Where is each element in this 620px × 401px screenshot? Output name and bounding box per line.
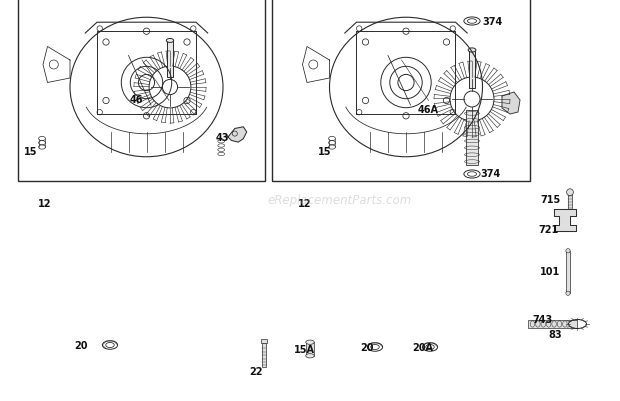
Text: 43: 43 [216,133,229,143]
Bar [469,51,475,89]
Circle shape [567,189,574,196]
Text: 46: 46 [130,95,143,105]
Bar [569,194,572,210]
Bar [528,321,577,328]
Text: 12: 12 [298,198,311,209]
Text: eReplacementParts.com: eReplacementParts.com [268,194,412,207]
Ellipse shape [306,354,314,358]
Bar [262,343,266,367]
Text: 743: 743 [532,314,552,324]
Bar [466,111,478,166]
Polygon shape [554,210,576,232]
Text: 15: 15 [24,147,37,157]
Bar [262,339,267,343]
Bar [272,0,530,182]
Text: 46A: 46A [418,105,439,115]
Text: 15A: 15A [294,344,315,354]
Bar [18,0,265,182]
Ellipse shape [468,49,476,53]
Ellipse shape [166,39,174,43]
Text: 20: 20 [360,342,373,352]
Polygon shape [502,93,520,115]
Text: 20A: 20A [412,342,433,352]
Text: 83: 83 [548,329,562,339]
Text: 20: 20 [74,340,87,350]
Bar [306,342,314,356]
Circle shape [566,292,570,296]
Bar [566,251,570,294]
Ellipse shape [306,340,314,344]
Text: 374: 374 [480,168,500,178]
Circle shape [566,249,570,253]
Bar [167,41,173,77]
Text: 715: 715 [540,194,560,205]
Text: 15: 15 [318,147,332,157]
Text: 721: 721 [538,225,558,235]
Text: 374: 374 [482,17,502,27]
Text: 101: 101 [540,266,560,276]
Polygon shape [226,128,247,143]
Text: 22: 22 [249,366,262,376]
Text: 12: 12 [38,198,51,209]
